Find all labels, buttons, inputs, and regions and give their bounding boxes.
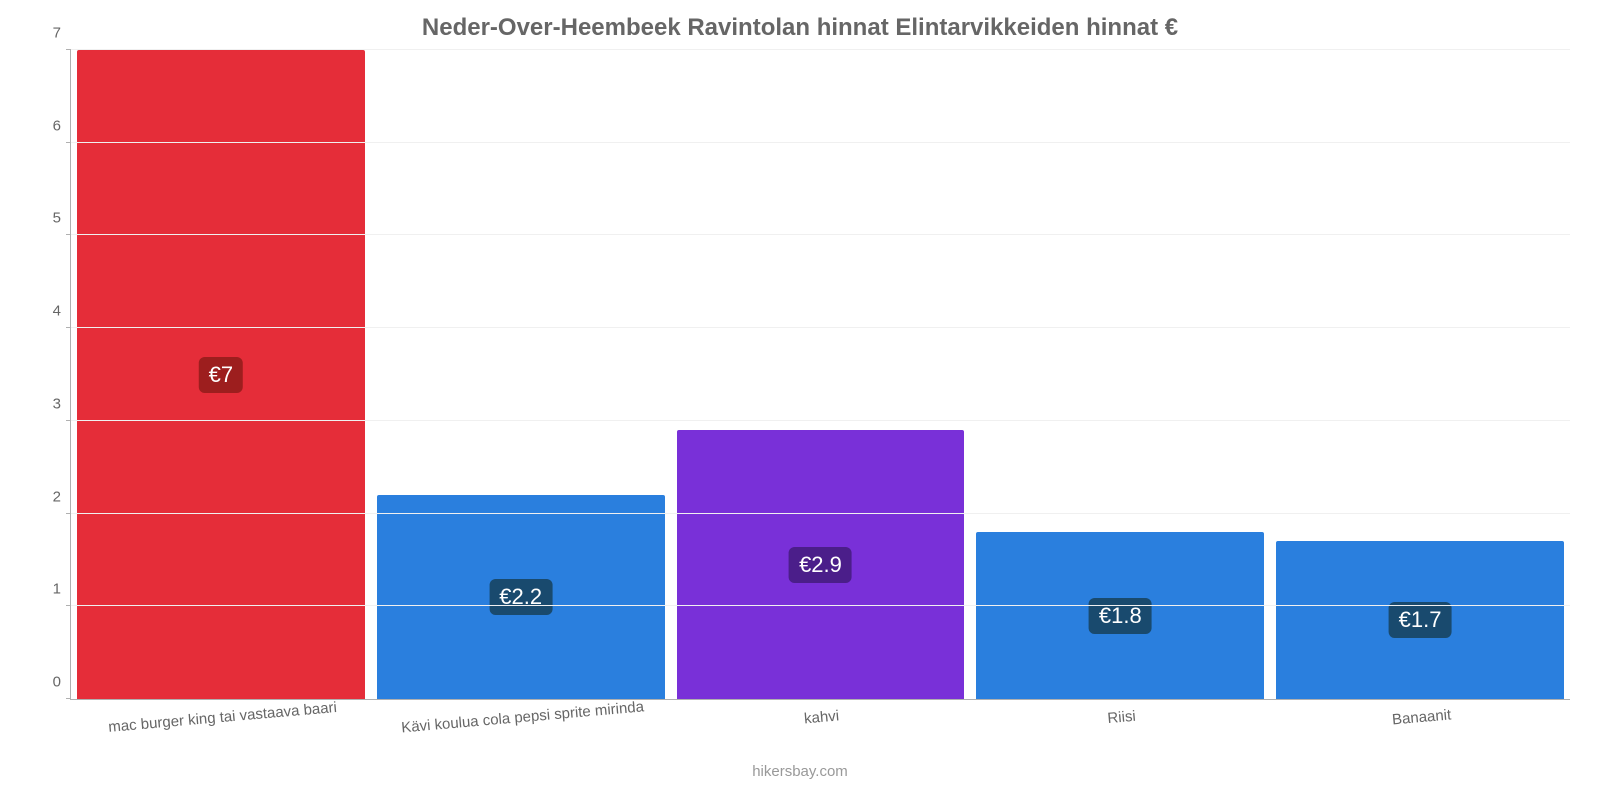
grid-line bbox=[71, 513, 1570, 514]
value-badge: €2.2 bbox=[489, 579, 552, 615]
value-badge: €2.9 bbox=[789, 547, 852, 583]
y-tick-label: 4 bbox=[31, 303, 71, 320]
y-tick-label: 3 bbox=[31, 395, 71, 412]
grid-line bbox=[71, 49, 1570, 50]
bar-slot: €7mac burger king tai vastaava baari bbox=[71, 50, 371, 699]
y-tick-label: 7 bbox=[31, 25, 71, 42]
x-tick-label: Riisi bbox=[1106, 698, 1137, 727]
attribution-text: hikersbay.com bbox=[0, 763, 1600, 780]
y-tick-mark bbox=[66, 605, 71, 606]
value-badge: €1.8 bbox=[1089, 598, 1152, 634]
grid-line bbox=[71, 327, 1570, 328]
y-tick-mark bbox=[66, 327, 71, 328]
value-badge: €7 bbox=[199, 357, 243, 393]
bar: €2.2 bbox=[377, 495, 665, 699]
chart-container: Neder-Over-Heembeek Ravintolan hinnat El… bbox=[0, 0, 1600, 800]
bar: €7 bbox=[77, 50, 365, 699]
bar: €1.7 bbox=[1276, 541, 1564, 699]
bar-slot: €2.2Kävi koulua cola pepsi sprite mirind… bbox=[371, 50, 671, 699]
bar: €2.9 bbox=[677, 430, 965, 699]
y-tick-label: 1 bbox=[31, 581, 71, 598]
value-badge: €1.7 bbox=[1389, 602, 1452, 638]
y-tick-mark bbox=[66, 698, 71, 699]
grid-line bbox=[71, 605, 1570, 606]
grid-line bbox=[71, 420, 1570, 421]
y-tick-mark bbox=[66, 513, 71, 514]
bar-slot: €1.8Riisi bbox=[970, 50, 1270, 699]
bar-slot: €2.9kahvi bbox=[671, 50, 971, 699]
bar: €1.8 bbox=[976, 532, 1264, 699]
y-tick-mark bbox=[66, 49, 71, 50]
x-tick-label: kahvi bbox=[803, 697, 840, 727]
y-tick-label: 2 bbox=[31, 488, 71, 505]
y-tick-mark bbox=[66, 234, 71, 235]
x-tick-label: Banaanit bbox=[1391, 696, 1452, 728]
y-tick-label: 0 bbox=[31, 674, 71, 691]
chart-title: Neder-Over-Heembeek Ravintolan hinnat El… bbox=[0, 14, 1600, 42]
grid-line bbox=[71, 234, 1570, 235]
bar-slot: €1.7Banaanit bbox=[1270, 50, 1570, 699]
bars-group: €7mac burger king tai vastaava baari€2.2… bbox=[71, 50, 1570, 699]
grid-line bbox=[71, 142, 1570, 143]
plot-area: €7mac burger king tai vastaava baari€2.2… bbox=[70, 50, 1570, 700]
y-tick-mark bbox=[66, 142, 71, 143]
y-tick-mark bbox=[66, 420, 71, 421]
y-tick-label: 5 bbox=[31, 210, 71, 227]
y-tick-label: 6 bbox=[31, 117, 71, 134]
